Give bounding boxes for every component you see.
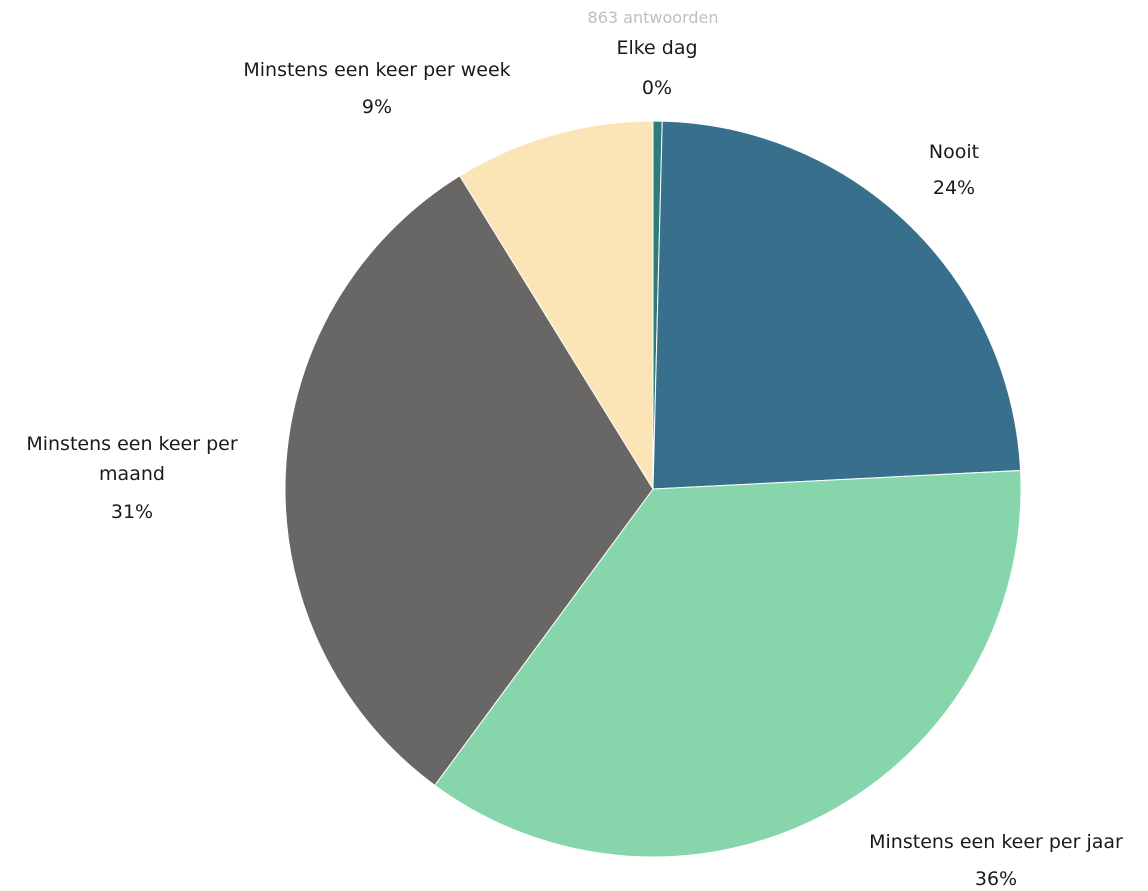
slice-value-label-3: 31% — [111, 501, 153, 523]
slice-name-label-3: maand — [99, 463, 165, 485]
slice-name-label-3: Minstens een keer per — [26, 433, 237, 455]
pie-slice-minstens-een-keer-per-jaar — [434, 469, 1022, 858]
pie-slice-minstens-een-keer-per-week — [459, 120, 654, 491]
pie-slice-minstens-een-keer-per-maand — [284, 175, 654, 787]
slice-name-label-1: Nooit — [929, 141, 979, 163]
slice-value-label-0: 0% — [642, 77, 672, 99]
chart-subtitle: 863 antwoorden — [588, 8, 719, 27]
pie-slices — [284, 120, 1022, 858]
slice-name-label-2: Minstens een keer per jaar — [869, 831, 1123, 853]
pie-labels: Elke dag 0% Nooit 24% Minstens een keer per … — [26, 37, 1123, 890]
slice-value-label-2: 36% — [975, 868, 1017, 890]
slice-value-label-4: 9% — [362, 96, 392, 118]
slice-name-label-0: Elke dag — [616, 37, 697, 59]
pie-slice-nooit — [652, 120, 1022, 490]
slice-name-label-4: Minstens een keer per week — [243, 59, 510, 81]
slice-value-label-1: 24% — [933, 177, 975, 199]
